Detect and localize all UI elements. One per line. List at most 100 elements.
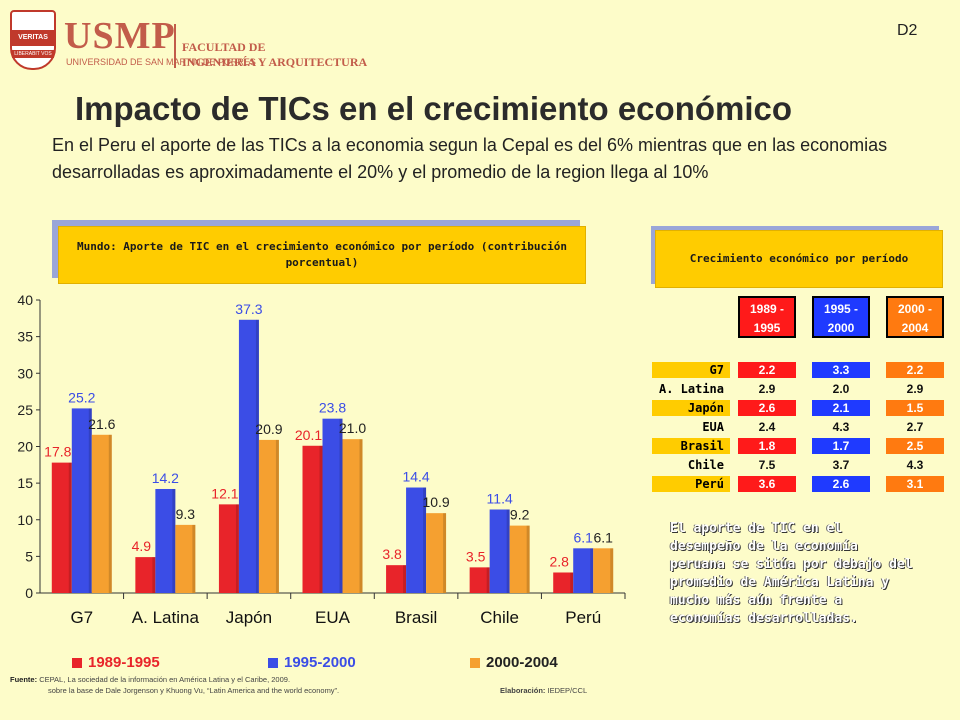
analysis-note: El aporte de TIC en el desempeño de la e… xyxy=(670,521,913,626)
data-label: 3.8 xyxy=(382,546,402,562)
bar-1995-2000 xyxy=(406,487,427,593)
chart-title-box: Mundo: Aporte de TIC en el crecimiento e… xyxy=(58,226,586,284)
source-line-1: CEPAL, La sociedad de la información en … xyxy=(39,675,291,684)
data-label: 37.3 xyxy=(235,301,262,317)
growth-cell: 3.6 xyxy=(738,476,796,492)
bar-2000-2004 xyxy=(258,439,279,593)
growth-cell: 3.1 xyxy=(886,476,944,492)
usmp-logo-text: USMP xyxy=(64,15,176,57)
bar-shade xyxy=(359,439,363,593)
bar-shade xyxy=(486,567,490,593)
bar-shade xyxy=(319,445,323,593)
growth-header-1989-1995: 1989 - 1995 xyxy=(738,296,796,338)
legend-item-1989-1995: 1989-1995 xyxy=(72,654,160,671)
bar-1989-1995 xyxy=(135,557,156,593)
ict-contribution-bar-chart: 0 5 10 15 20 25 30 35 40 G7 17.8 25.2 21.6 A. Latina 4… xyxy=(17,292,626,627)
shield-motto-top: VERITAS xyxy=(12,30,54,46)
y-tick-label: 30 xyxy=(17,365,33,381)
growth-header-2000-2004: 2000 - 2004 xyxy=(886,296,944,338)
growth-cell: 1.8 xyxy=(738,438,796,454)
growth-cell: 2.5 xyxy=(886,438,944,454)
growth-cell: 1.7 xyxy=(812,438,870,454)
x-tick-label: Japón xyxy=(226,608,272,627)
growth-row-label: G7 xyxy=(652,362,730,378)
data-label: 12.1 xyxy=(211,485,238,501)
source-label: Fuente: xyxy=(10,675,38,684)
growth-header-1995-2000: 1995 - 2000 xyxy=(812,296,870,338)
growth-cell: 3.3 xyxy=(812,362,870,378)
growth-row-label: Perú xyxy=(652,476,730,492)
usmp-logo-subtext: UNIVERSIDAD DE SAN MARTIN DE PORRES xyxy=(66,57,256,67)
bar-shade xyxy=(152,557,156,593)
growth-cell: 7.5 xyxy=(758,458,776,472)
bar-shade xyxy=(590,548,594,593)
bar-1995-2000 xyxy=(322,418,343,593)
bar-1995-2000 xyxy=(155,488,176,593)
growth-cell: 4.3 xyxy=(832,420,850,434)
bar-1989-1995 xyxy=(469,567,490,593)
bar-shade xyxy=(610,548,614,593)
data-label: 17.8 xyxy=(44,444,71,460)
bar-2000-2004 xyxy=(175,524,196,593)
bar-2000-2004 xyxy=(593,548,614,593)
source-line-2: sobre la base de Dale Jorgenson y Khuong… xyxy=(48,686,340,695)
elaboration-note: Elaboración: IEDEP/CCL xyxy=(500,686,587,695)
y-tick-label: 20 xyxy=(17,439,33,455)
bar-shade xyxy=(108,434,112,593)
bar-shade xyxy=(235,504,239,593)
growth-table: 1989 - 1995 1995 - 2000 2000 - 2004 G7 2.… xyxy=(652,296,952,516)
slide-code: D2 xyxy=(897,22,918,39)
x-tick-label: Brasil xyxy=(395,608,438,627)
legend-swatch-1995-2000 xyxy=(268,658,278,669)
legend-swatch-2000-2004 xyxy=(470,658,480,669)
bar-shade xyxy=(423,487,427,593)
shield-motto-bottom: LIBERABIT VOS xyxy=(12,50,54,58)
logo-divider xyxy=(174,24,176,68)
growth-cell: 2.1 xyxy=(812,400,870,416)
y-tick-label: 25 xyxy=(17,402,33,418)
bar-1989-1995 xyxy=(553,572,574,593)
y-tick-label: 35 xyxy=(17,329,33,345)
bar-shade xyxy=(403,565,407,593)
source-note: Fuente: CEPAL, La sociedad de la informa… xyxy=(10,674,570,696)
bar-shade xyxy=(172,488,176,593)
university-shield-logo: VERITAS LIBERABIT VOS xyxy=(10,10,56,70)
x-tick-label: G7 xyxy=(70,608,93,627)
x-tick-label: A. Latina xyxy=(132,608,200,627)
bar-2000-2004 xyxy=(509,525,530,593)
data-label: 9.2 xyxy=(510,507,530,523)
data-label: 6.1 xyxy=(573,529,593,545)
bar-1995-2000 xyxy=(71,408,92,593)
growth-row-label: A. Latina xyxy=(658,382,724,396)
intro-paragraph: En el Peru el aporte de las TICs a la ec… xyxy=(52,135,888,182)
y-tick-label: 40 xyxy=(17,292,33,308)
data-label: 20.1 xyxy=(295,427,322,443)
legend-swatch-1989-1995 xyxy=(72,658,82,669)
growth-cell: 3.7 xyxy=(832,458,850,472)
growth-cell: 1.5 xyxy=(886,400,944,416)
x-tick-label: Chile xyxy=(480,608,519,627)
bar-shade xyxy=(255,319,259,593)
data-label: 23.8 xyxy=(319,400,346,416)
y-tick-label: 10 xyxy=(17,512,33,528)
bar-1995-2000 xyxy=(489,509,510,593)
table-title-text: Crecimiento económico por período xyxy=(689,252,909,265)
growth-row-label: EUA xyxy=(702,420,724,434)
data-label: 21.6 xyxy=(88,416,115,432)
growth-row-label: Brasil xyxy=(652,438,730,454)
data-label: 9.3 xyxy=(176,506,196,522)
legend-item-2000-2004: 2000-2004 xyxy=(470,654,558,671)
faculty-name: FACULTAD DE INGENIERÍA Y ARQUITECTURA xyxy=(182,40,367,70)
legend-label-1995-2000: 1995-2000 xyxy=(284,654,356,671)
bar-shade xyxy=(443,513,447,593)
bar-1989-1995 xyxy=(302,445,323,593)
y-tick-label: 5 xyxy=(25,548,33,564)
bar-1989-1995 xyxy=(386,565,407,593)
bar-shade xyxy=(570,572,574,593)
slide-title: Impacto de TICs en el crecimiento económ… xyxy=(75,90,793,127)
x-tick-label: EUA xyxy=(315,608,351,627)
legend-label-1989-1995: 1989-1995 xyxy=(88,654,160,671)
data-label: 6.1 xyxy=(593,529,613,545)
data-label: 4.9 xyxy=(132,538,152,554)
bar-shade xyxy=(88,408,92,593)
